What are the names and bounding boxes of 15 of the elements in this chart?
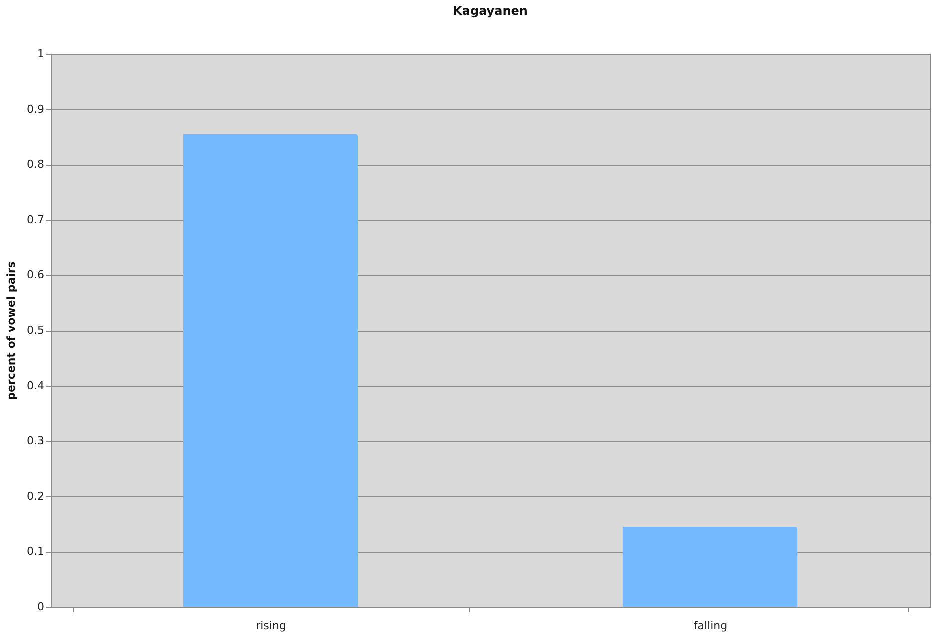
x-tick-label: rising (256, 620, 286, 632)
y-tick-label: 0.6 (27, 268, 44, 282)
y-tick-label: 0.5 (27, 324, 44, 337)
x-tick-label: falling (694, 620, 728, 632)
y-tick-label: 0.2 (27, 490, 44, 503)
y-tick-label: 0 (38, 600, 44, 614)
y-tick-label: 0.3 (27, 434, 44, 448)
y-tick-label: 0.7 (27, 213, 44, 226)
y-tick-label: 0.8 (27, 158, 44, 172)
y-tick-label: 0.1 (27, 545, 44, 558)
y-axis-title: percent of vowel pairs (5, 261, 18, 400)
y-tick-label: 0.9 (27, 102, 44, 116)
y-tick-label: 0.4 (27, 379, 44, 392)
chart-title: Kagayanen (453, 4, 528, 18)
y-tick-label: 1 (38, 48, 44, 60)
